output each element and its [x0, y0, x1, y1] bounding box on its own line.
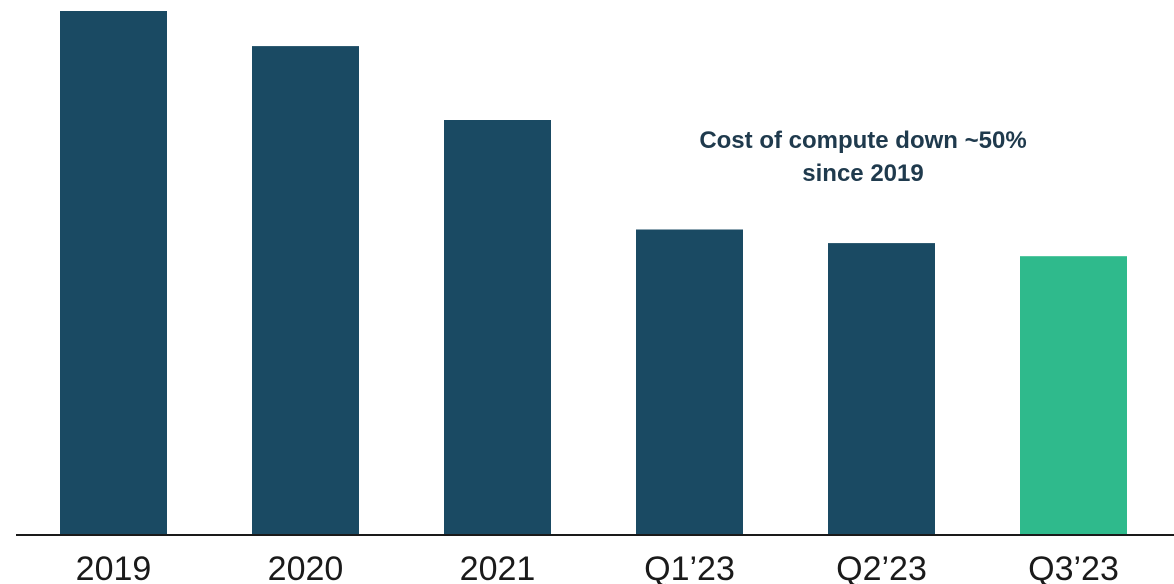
x-tick-label-0: 2019: [76, 550, 152, 584]
x-tick-label-5: Q3’23: [1028, 550, 1119, 584]
annotation-line-1: Cost of compute down ~50%: [699, 127, 1027, 154]
chart-annotation: Cost of compute down ~50% since 2019: [680, 124, 1046, 190]
bars-group: [60, 11, 1127, 535]
x-tick-label-2: 2021: [460, 550, 536, 584]
x-tick-label-4: Q2’23: [836, 550, 927, 584]
bar-0: [60, 11, 167, 535]
bar-2: [444, 120, 551, 535]
annotation-line-2: since 2019: [802, 160, 924, 187]
x-tick-label-1: 2020: [268, 550, 344, 584]
x-tick-labels: 2019 2020 2021 Q1’23 Q2’23 Q3’23: [76, 550, 1119, 584]
x-tick-label-3: Q1’23: [644, 550, 735, 584]
bar-1: [252, 46, 359, 535]
bar-3: [636, 229, 743, 535]
bar-4: [828, 243, 935, 535]
bar-5: [1020, 256, 1127, 535]
